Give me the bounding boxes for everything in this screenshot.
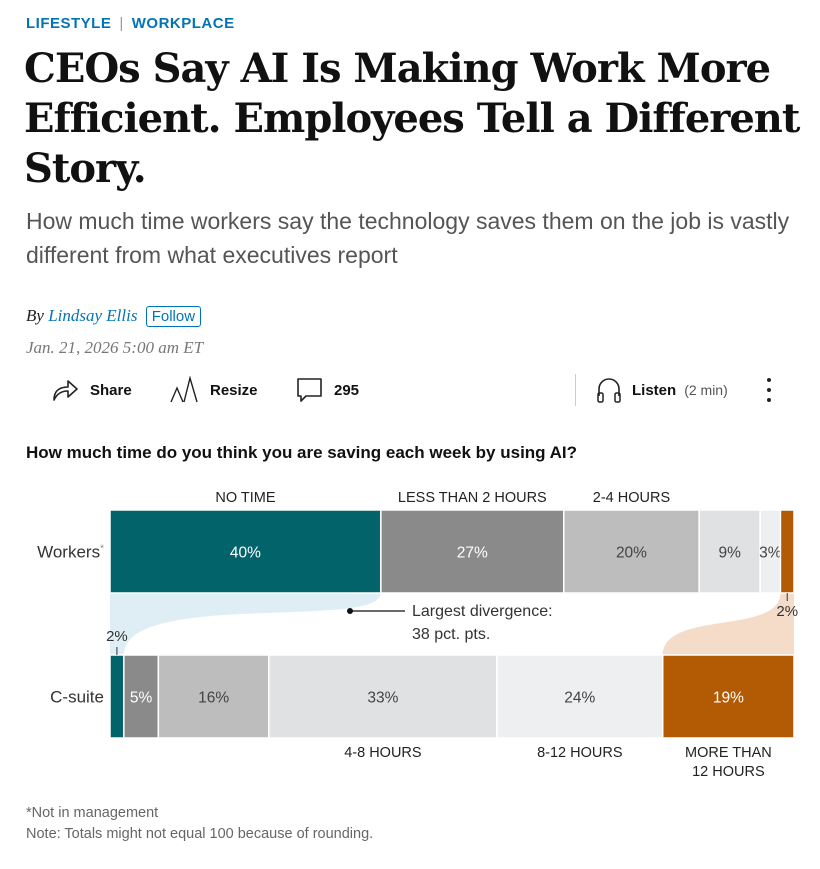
subsection-link[interactable]: WORKPLACE (131, 15, 235, 32)
toolbar-divider (575, 374, 576, 406)
value-label: 9% (718, 545, 741, 562)
category-label: LESS THAN 2 HOURS (398, 490, 547, 506)
publish-date: Jan. 21, 2026 5:00 am ET (26, 338, 204, 357)
value-label: 2% (776, 603, 798, 620)
divergence-flow-no-time (110, 593, 381, 655)
row-label-workers: Workers* (37, 543, 104, 562)
author-link[interactable]: Lindsay Ellis (48, 306, 138, 325)
section-link[interactable]: LIFESTYLE (26, 15, 112, 32)
bar-segment (268, 654, 498, 739)
bar-segment (157, 654, 270, 739)
kicker-separator: | (119, 15, 124, 32)
listen-label: Listen (632, 381, 677, 399)
headline: CEOs Say AI Is Making Work More Efficien… (24, 45, 800, 192)
rounding-note: Note: Totals might not equal 100 because… (26, 826, 374, 842)
row-label-c-suite: C-suite (50, 688, 104, 707)
resize-label: Resize (210, 381, 258, 399)
footnote: *Not in management (26, 805, 159, 821)
value-label: 24% (564, 690, 595, 707)
value-label: 2% (106, 628, 128, 645)
category-label: 2-4 HOURS (593, 490, 670, 506)
value-label: 3% (759, 545, 782, 562)
resize-icon (170, 376, 198, 403)
headphones-icon (597, 378, 621, 403)
value-label: 27% (457, 545, 488, 562)
value-label: 33% (367, 690, 398, 707)
bar-segment (562, 509, 700, 594)
comments-button[interactable]: 295 (296, 376, 359, 404)
byline-prefix: By (26, 306, 44, 325)
comment-count: 295 (334, 381, 360, 399)
value-label: 19% (713, 690, 744, 707)
bar-segment (109, 654, 125, 739)
value-label: 5% (130, 690, 153, 707)
listen-button[interactable]: Listen (2 min) (596, 376, 728, 404)
value-label: 16% (198, 690, 229, 707)
value-label: 40% (230, 545, 261, 562)
bar-segment (661, 654, 795, 739)
bar-segment (123, 654, 160, 739)
section-kicker: LIFESTYLE | WORKPLACE (26, 15, 235, 32)
divergence-flow-over-12 (662, 593, 794, 655)
bar-segment (109, 509, 382, 594)
category-label: 4-8 HOURS (344, 745, 421, 761)
listen-duration: (2 min) (684, 382, 728, 398)
value-label: 20% (616, 545, 647, 562)
more-vertical-icon (767, 378, 771, 402)
stacked-bar-chart: Workers* 40% 27% 20% 9% 3% 2% C-suite 2% 5% 16% 33%… (37, 490, 798, 780)
annotation-text: 38 pct. pts. (412, 626, 490, 643)
dek: How much time workers say the technology… (26, 208, 790, 268)
resize-button[interactable]: Resize (170, 376, 258, 404)
category-label: 8-12 HOURS (537, 745, 622, 761)
category-label: MORE THAN (685, 745, 772, 761)
more-options-button[interactable] (762, 376, 776, 409)
comment-icon (297, 378, 322, 402)
category-label: NO TIME (215, 490, 275, 506)
share-icon (53, 380, 78, 401)
share-button[interactable]: Share (50, 376, 132, 404)
follow-button[interactable]: Follow (145, 306, 202, 327)
share-label: Share (90, 381, 132, 399)
annotation-text: Largest divergence: (412, 603, 553, 620)
chart-title: How much time do you think you are savin… (26, 443, 578, 462)
chart-notes: *Not in management Note: Totals might no… (26, 803, 373, 845)
bar-segment (779, 509, 795, 594)
category-label: 12 HOURS (692, 764, 765, 780)
bar-segment (380, 509, 565, 594)
byline: By Lindsay Ellis Follow (26, 306, 202, 327)
